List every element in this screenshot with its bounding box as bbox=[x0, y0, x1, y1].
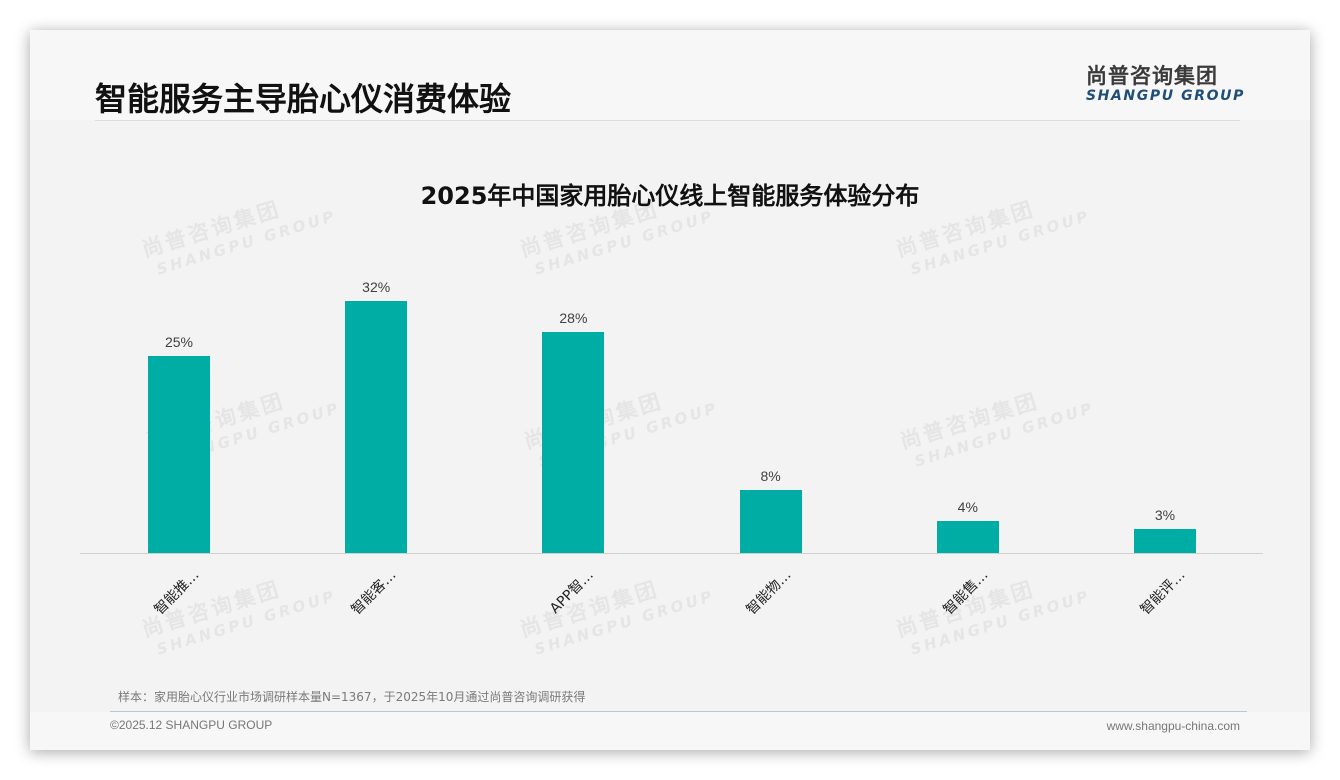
bar bbox=[542, 332, 605, 553]
bar-value-label: 28% bbox=[559, 310, 588, 327]
bar-value-label: 8% bbox=[760, 467, 781, 484]
sample-footnote: 样本：家用胎心仪行业市场调研样本量N=1367，于2025年10月通过尚普咨询调… bbox=[118, 690, 586, 704]
logo: 尚普咨询集团 SHANGPU GROUP bbox=[1086, 64, 1246, 104]
bar bbox=[148, 356, 210, 553]
slide: 尚普咨询集团 SHANGPU GROUP 尚普咨询集团 SHANGPU GROUP … bbox=[30, 30, 1310, 750]
page-title: 智能服务主导胎心仪消费体验 bbox=[95, 80, 512, 118]
x-axis-label: 智能售… bbox=[940, 567, 992, 619]
bar bbox=[345, 300, 408, 553]
copyright: ©2025.12 SHANGPU GROUP bbox=[110, 718, 273, 732]
bar bbox=[1134, 529, 1196, 553]
footer-band bbox=[30, 712, 1310, 750]
x-axis-label: 智能评… bbox=[1137, 567, 1189, 619]
title-divider bbox=[95, 120, 1240, 121]
x-axis-line bbox=[80, 553, 1263, 554]
bar-value-label: 4% bbox=[957, 499, 978, 516]
x-axis-label: 智能推… bbox=[151, 567, 203, 619]
header-band bbox=[30, 30, 1310, 120]
bar bbox=[739, 489, 802, 553]
bar bbox=[936, 521, 999, 553]
x-axis-label: APP智… bbox=[547, 567, 598, 617]
chart-title: 2025年中国家用胎心仪线上智能服务体验分布 bbox=[420, 182, 920, 210]
x-axis-label: 智能客… bbox=[348, 567, 400, 619]
logo-en: SHANGPU GROUP bbox=[1086, 88, 1245, 104]
bar-value-label: 25% bbox=[164, 334, 194, 350]
bar-value-label: 32% bbox=[362, 278, 391, 295]
logo-cn: 尚普咨询集团 bbox=[1086, 64, 1218, 88]
x-axis-label: 智能物… bbox=[743, 567, 795, 619]
website-link[interactable]: www.shangpu-china.com bbox=[1106, 719, 1240, 733]
footer-divider bbox=[110, 711, 1247, 712]
bar-value-label: 3% bbox=[1154, 507, 1176, 524]
